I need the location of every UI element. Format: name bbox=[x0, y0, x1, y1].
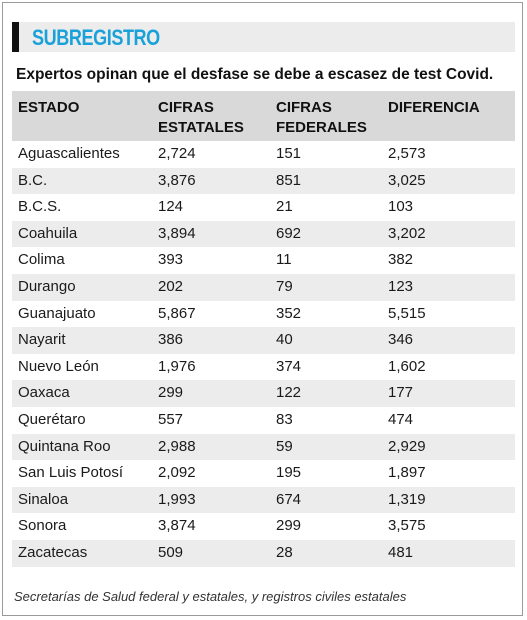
table-row: Zacatecas 509 28 481 bbox=[12, 539, 515, 567]
cell-estado: Querétaro bbox=[18, 410, 86, 428]
table-row: Guanajuato 5,867 352 5,515 bbox=[12, 301, 515, 328]
cell-cifras-estatales: 2,988 bbox=[158, 437, 196, 455]
cell-cifras-estatales: 509 bbox=[158, 543, 184, 561]
cell-estado: Durango bbox=[18, 277, 76, 295]
cell-cifras-estatales: 2,724 bbox=[158, 145, 196, 162]
banner-accent-bar bbox=[12, 22, 19, 52]
cell-estado: Colima bbox=[18, 251, 65, 269]
cell-cifras-federales: 40 bbox=[276, 331, 293, 349]
cell-diferencia: 1,319 bbox=[388, 490, 426, 508]
cell-diferencia: 177 bbox=[388, 384, 414, 402]
cell-cifras-federales: 195 bbox=[276, 464, 302, 482]
cell-cifras-estatales: 3,894 bbox=[158, 224, 196, 242]
cell-diferencia: 474 bbox=[388, 410, 414, 428]
section-title: SUBREGISTRO bbox=[32, 25, 160, 50]
table-header: ESTADO CIFRAS ESTATALES CIFRAS FEDERALES… bbox=[12, 91, 515, 141]
cell-cifras-estatales: 299 bbox=[158, 384, 184, 402]
table-row: Sonora 3,874 299 3,575 bbox=[12, 513, 515, 540]
cell-cifras-federales: 151 bbox=[276, 145, 302, 162]
cell-diferencia: 5,515 bbox=[388, 304, 426, 322]
cell-cifras-federales: 59 bbox=[276, 437, 293, 455]
cell-estado: Quintana Roo bbox=[18, 437, 111, 455]
headline: Expertos opinan que el desfase se debe a… bbox=[16, 66, 494, 83]
cell-diferencia: 2,573 bbox=[388, 145, 426, 162]
table-row: Coahuila 3,894 692 3,202 bbox=[12, 220, 515, 248]
header-diferencia: DIFERENCIA bbox=[388, 99, 480, 116]
cell-cifras-estatales: 3,876 bbox=[158, 171, 196, 189]
cell-cifras-estatales: 124 bbox=[158, 198, 184, 216]
cell-diferencia: 346 bbox=[388, 331, 414, 349]
section-banner: SUBREGISTRO bbox=[12, 22, 515, 52]
table-row: B.C.S. 124 21 103 bbox=[12, 194, 515, 221]
cell-cifras-federales: 11 bbox=[276, 251, 292, 269]
table-body: Aguascalientes 2,724 151 2,573 B.C. 3,876 851 3… bbox=[12, 141, 515, 567]
cell-cifras-estatales: 557 bbox=[158, 410, 184, 428]
cell-cifras-estatales: 393 bbox=[158, 251, 184, 269]
cell-cifras-federales: 692 bbox=[276, 224, 302, 242]
cell-cifras-federales: 79 bbox=[276, 277, 293, 295]
cell-diferencia: 2,929 bbox=[388, 437, 426, 455]
cell-estado: Guanajuato bbox=[18, 304, 96, 322]
cell-estado: Coahuila bbox=[18, 224, 78, 242]
cell-estado: Nayarit bbox=[18, 331, 66, 349]
table-row: Durango 202 79 123 bbox=[12, 273, 515, 301]
cell-cifras-federales: 299 bbox=[276, 517, 302, 535]
cell-cifras-federales: 851 bbox=[276, 171, 302, 189]
cell-cifras-estatales: 1,993 bbox=[158, 490, 196, 508]
cell-cifras-federales: 352 bbox=[276, 304, 302, 322]
cell-diferencia: 3,025 bbox=[388, 171, 426, 189]
cell-cifras-federales: 28 bbox=[276, 543, 293, 561]
table-row: Nuevo León 1,976 374 1,602 bbox=[12, 354, 515, 381]
cell-cifras-federales: 83 bbox=[276, 410, 293, 428]
cell-cifras-estatales: 2,092 bbox=[158, 464, 196, 482]
table-row: Aguascalientes 2,724 151 2,573 bbox=[12, 141, 515, 168]
cell-estado: Zacatecas bbox=[18, 543, 88, 561]
cell-diferencia: 103 bbox=[388, 198, 414, 216]
cell-cifras-federales: 21 bbox=[276, 198, 293, 216]
cell-cifras-federales: 374 bbox=[276, 357, 302, 375]
cell-cifras-federales: 674 bbox=[276, 490, 302, 508]
cell-estado: Nuevo León bbox=[18, 357, 99, 375]
cell-diferencia: 481 bbox=[388, 543, 414, 561]
header-cifras-federales: CIFRAS FEDERALES bbox=[276, 99, 367, 136]
cell-diferencia: 3,575 bbox=[388, 517, 426, 535]
table-row: Colima 393 11 382 bbox=[12, 247, 515, 274]
header-cifras-estatales: CIFRAS ESTATALES bbox=[158, 99, 244, 136]
cell-diferencia: 1,897 bbox=[388, 464, 426, 482]
cell-estado: San Luis Potosí bbox=[18, 464, 124, 482]
cell-estado: B.C. bbox=[18, 171, 48, 189]
table-row: Oaxaca 299 122 177 bbox=[12, 380, 515, 407]
cell-cifras-federales: 122 bbox=[276, 384, 302, 402]
cell-diferencia: 123 bbox=[388, 277, 414, 295]
table-row: Querétaro 557 83 474 bbox=[12, 407, 515, 434]
table-row: San Luis Potosí 2,092 195 1,897 bbox=[12, 460, 515, 487]
cell-cifras-estatales: 5,867 bbox=[158, 304, 196, 322]
cell-diferencia: 3,202 bbox=[388, 224, 426, 242]
cell-estado: Sinaloa bbox=[18, 490, 69, 508]
cell-diferencia: 1,602 bbox=[388, 357, 426, 375]
cell-estado: Aguascalientes bbox=[18, 145, 120, 162]
infographic-frame bbox=[2, 2, 523, 616]
cell-estado: Oaxaca bbox=[18, 384, 70, 402]
cell-estado: Sonora bbox=[18, 517, 67, 535]
header-estado: ESTADO bbox=[18, 99, 80, 116]
cell-cifras-estatales: 202 bbox=[158, 277, 184, 295]
table-row: Sinaloa 1,993 674 1,319 bbox=[12, 486, 515, 514]
cell-diferencia: 382 bbox=[388, 251, 414, 269]
cell-cifras-estatales: 3,874 bbox=[158, 517, 196, 535]
source-note: Secretarías de Salud federal y estatales… bbox=[14, 589, 407, 604]
cell-cifras-estatales: 386 bbox=[158, 331, 184, 349]
cell-cifras-estatales: 1,976 bbox=[158, 357, 196, 375]
table-row: Nayarit 386 40 346 bbox=[12, 327, 515, 354]
table-row: B.C. 3,876 851 3,025 bbox=[12, 167, 515, 195]
data-table: ESTADO CIFRAS ESTATALES CIFRAS FEDERALES… bbox=[12, 91, 515, 567]
cell-estado: B.C.S. bbox=[18, 198, 62, 216]
table-row: Quintana Roo 2,988 59 2,929 bbox=[12, 433, 515, 461]
